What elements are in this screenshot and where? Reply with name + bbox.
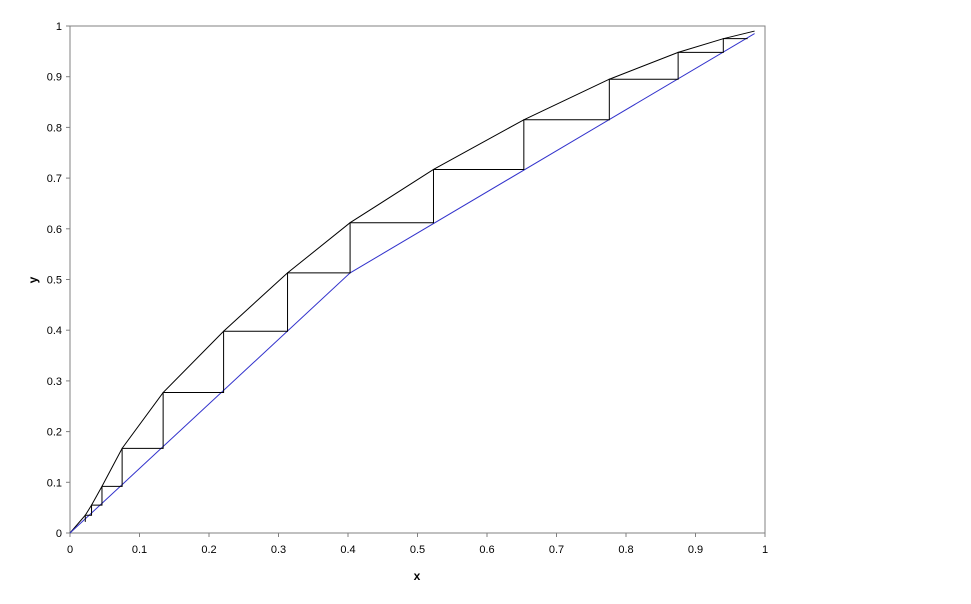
- y-tick-label: 0.6: [47, 224, 62, 236]
- series-line: [69, 30, 755, 534]
- x-tick-label: 0.6: [479, 544, 494, 556]
- x-tick-label: 0.4: [340, 544, 355, 556]
- y-tick-label: 0.1: [47, 477, 62, 489]
- y-tick-label: 0.9: [47, 72, 62, 84]
- x-tick-label: 0.5: [410, 544, 425, 556]
- y-tick-label: 1: [56, 21, 62, 33]
- y-tick-label: 0.4: [47, 325, 62, 337]
- y-tick-label: 0.7: [47, 173, 62, 185]
- y-tick-label: 0.5: [47, 275, 62, 287]
- x-axis-title: x: [414, 569, 421, 583]
- x-tick-label: 0: [67, 544, 73, 556]
- x-tick-label: 0.8: [618, 544, 633, 556]
- x-tick-label: 0.9: [688, 544, 703, 556]
- y-tick-label: 0.8: [47, 122, 62, 134]
- y-tick-label: 0.3: [47, 376, 62, 388]
- x-tick-label: 0.3: [271, 544, 286, 556]
- x-tick-label: 0.2: [201, 544, 216, 556]
- x-tick-label: 0.7: [549, 544, 564, 556]
- series-line: [69, 33, 755, 534]
- plot-area: [69, 25, 766, 534]
- series-line: [84, 38, 748, 522]
- y-tick-label: 0.2: [47, 427, 62, 439]
- x-tick-label: 0.1: [132, 544, 147, 556]
- y-axis-title: y: [26, 276, 40, 283]
- y-tick-label: 0: [56, 528, 62, 540]
- x-tick-label: 1: [762, 544, 768, 556]
